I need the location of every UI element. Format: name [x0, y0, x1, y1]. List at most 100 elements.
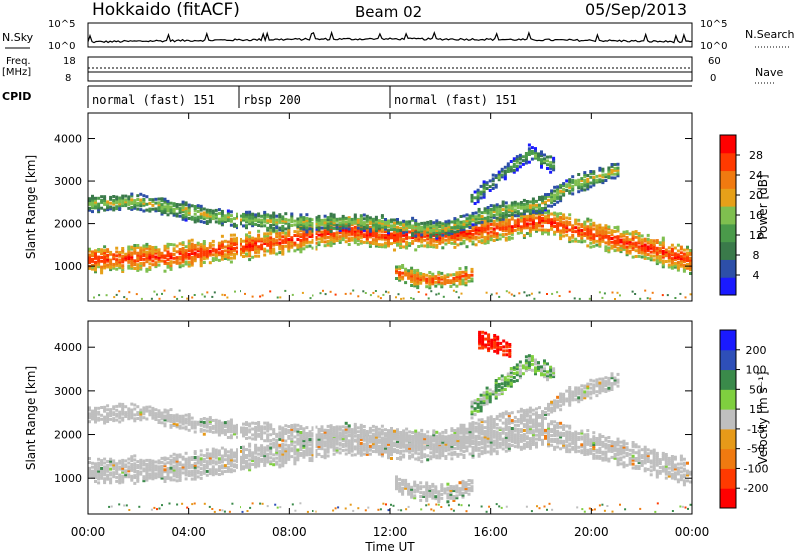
power-cell [145, 254, 149, 258]
power-cell [646, 239, 650, 243]
power-cell [229, 239, 233, 243]
velocity-cell [299, 453, 303, 457]
power-cell [362, 290, 365, 293]
velocity-cell [293, 462, 297, 466]
power-cell [458, 270, 462, 274]
power-cell [245, 244, 248, 248]
power-cell [395, 267, 398, 271]
power-cell [326, 235, 330, 239]
power-cell [522, 208, 526, 212]
power-cell [344, 216, 348, 220]
velocity-cell [281, 456, 285, 460]
power-cell [299, 233, 303, 237]
velocity-cell [281, 454, 285, 458]
velocity-cell [332, 446, 336, 450]
velocity-cell [465, 441, 469, 445]
power-cell [187, 211, 191, 215]
power-cell [269, 240, 273, 244]
power-cell [214, 216, 218, 220]
power-cell [166, 203, 170, 207]
velocity-cell [172, 452, 176, 456]
velocity-cell [341, 443, 345, 446]
power-cell [604, 235, 608, 239]
power-cell [634, 293, 637, 295]
power-cell [601, 181, 605, 185]
velocity-cell [106, 477, 110, 481]
velocity-cell [287, 446, 291, 450]
power-cell [335, 233, 339, 237]
velocity-cell [344, 448, 348, 452]
power-cell [193, 257, 197, 261]
power-cell [410, 276, 414, 280]
power-cell [353, 229, 357, 233]
power-cell [223, 255, 227, 259]
power-cell [411, 226, 415, 230]
power-cell [254, 237, 258, 241]
velocity-cell [323, 444, 327, 448]
power-cell [528, 230, 532, 234]
power-cell [130, 266, 134, 270]
velocity-cell [565, 424, 569, 428]
power-cell [305, 220, 309, 224]
velocity-cell [359, 451, 363, 455]
power-cell [438, 222, 442, 226]
power-cell [350, 236, 354, 240]
power-cell [535, 229, 538, 233]
power-cell [607, 170, 611, 174]
velocity-cell [365, 447, 369, 450]
power-cell [547, 219, 550, 223]
velocity-cell [220, 460, 224, 464]
power-cell [547, 228, 550, 232]
power-cell [211, 215, 215, 219]
power-cell [266, 228, 270, 232]
power-cell [461, 270, 465, 274]
power-cell [456, 226, 460, 229]
power-cell [440, 271, 444, 275]
velocity-cell [438, 450, 442, 454]
power-cell [450, 234, 454, 238]
power-cell [456, 229, 460, 233]
power-cell [91, 254, 94, 258]
velocity-cell [281, 446, 285, 450]
power-cell [341, 220, 345, 224]
power-cell [287, 218, 291, 222]
power-cell [411, 239, 415, 243]
power-cell [550, 191, 554, 195]
power-cell [175, 261, 179, 265]
power-cell [163, 256, 167, 260]
power-cell [598, 291, 601, 294]
power-cell [414, 234, 418, 238]
power-cell [513, 228, 517, 232]
velocity-cell [169, 466, 173, 470]
power-cell [314, 245, 318, 249]
power-cell [571, 230, 575, 234]
velocity-cell [254, 443, 258, 447]
velocity-cell [528, 429, 532, 433]
power-cell [251, 216, 255, 220]
power-cell [284, 233, 288, 237]
power-cell [504, 219, 508, 223]
power-cell [586, 234, 590, 238]
power-cell [652, 248, 656, 252]
velocity-cell [631, 466, 635, 470]
power-cell [522, 226, 526, 230]
power-cell [380, 235, 384, 239]
velocity-cell [562, 439, 566, 443]
power-cell [449, 285, 453, 288]
power-cell [356, 239, 360, 242]
power-cell [568, 221, 572, 224]
power-cell [474, 228, 478, 231]
power-cell [601, 169, 605, 173]
power-cell [498, 225, 502, 229]
power-cell [661, 244, 665, 248]
power-cell [233, 248, 236, 252]
power-cell [190, 252, 194, 256]
power-cell [151, 203, 155, 207]
velocity-cell [136, 473, 140, 477]
power-cell [491, 187, 495, 190]
velocity-cell [190, 458, 194, 461]
velocity-cell [211, 467, 215, 471]
power-cell [362, 221, 366, 225]
power-cell [468, 233, 472, 237]
power-cell [178, 209, 182, 212]
